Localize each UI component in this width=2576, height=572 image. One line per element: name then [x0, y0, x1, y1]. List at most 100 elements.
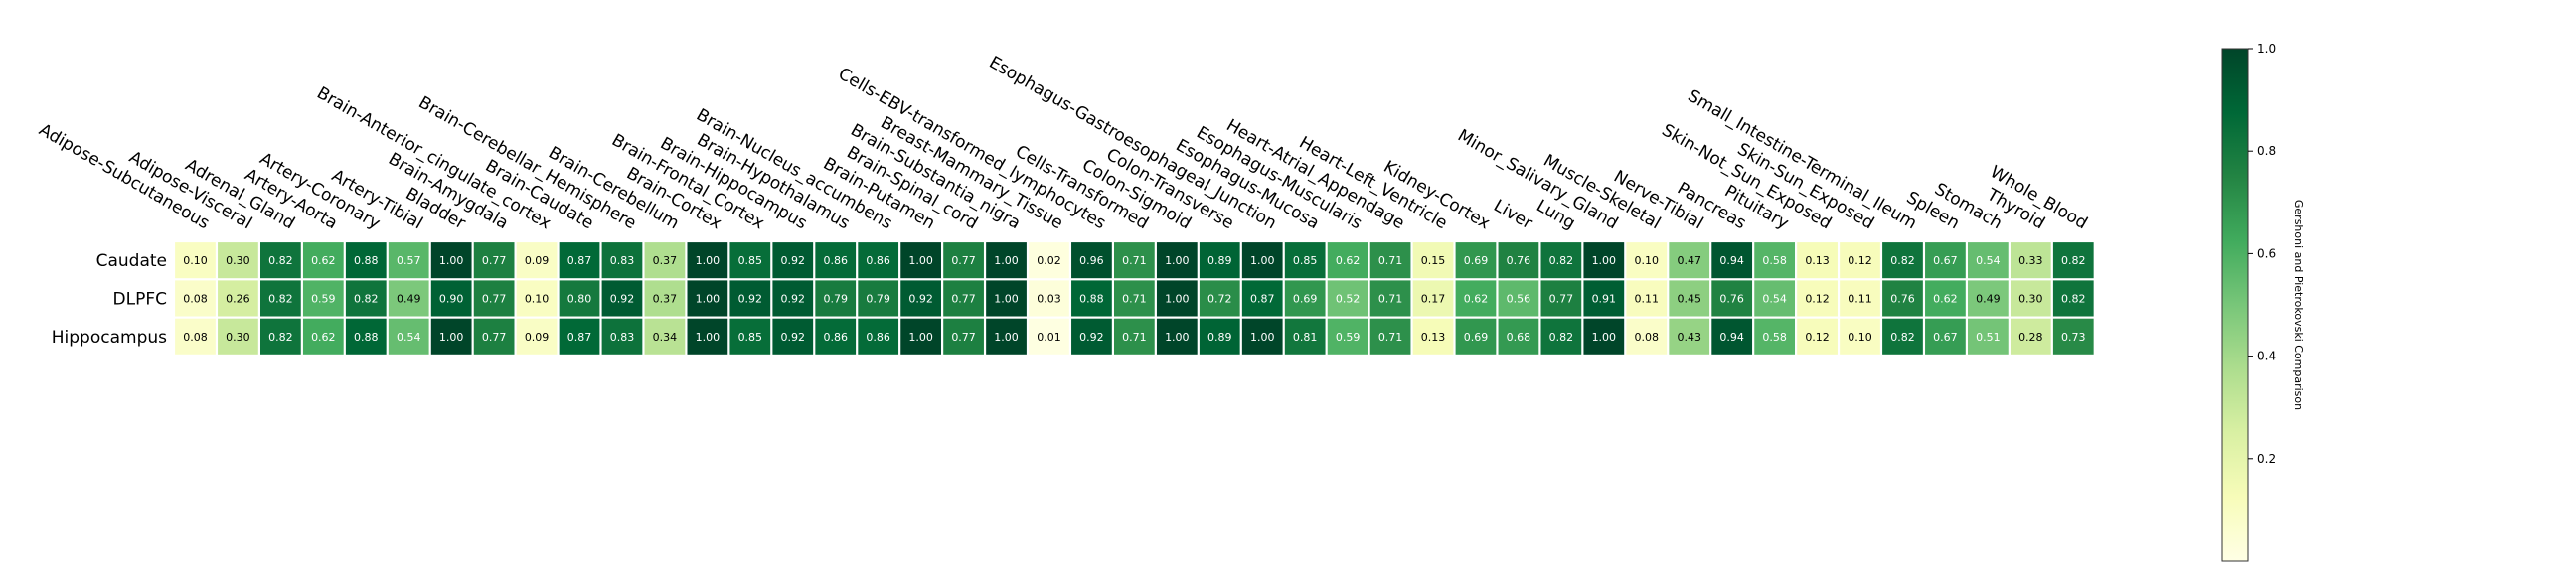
heatmap-cell: [1583, 280, 1625, 317]
heatmap-cell: [1711, 280, 1753, 317]
cell-value-label: 1.00: [439, 331, 464, 344]
cell-value-label: 0.15: [1421, 254, 1446, 267]
heatmap-cell: [1029, 242, 1069, 279]
heatmap-cell: [1114, 242, 1155, 279]
colorbar-gradient: [2221, 48, 2249, 562]
heatmap-cell: [943, 242, 984, 279]
cell-value-label: 0.62: [311, 331, 336, 344]
heatmap-cell: [1369, 242, 1411, 279]
heatmap-cell: [1412, 280, 1454, 317]
heatmap-cell: [1455, 318, 1497, 355]
cell-value-label: 0.92: [781, 292, 806, 305]
cell-value-label: 0.89: [1208, 331, 1232, 344]
cell-value-label: 0.81: [1293, 331, 1318, 344]
cell-value-label: 0.85: [738, 331, 763, 344]
cell-value-label: 0.12: [1848, 254, 1872, 267]
cell-value-label: 0.59: [311, 292, 336, 305]
cell-value-label: 0.28: [2018, 331, 2043, 344]
heatmap-cell: [1241, 318, 1283, 355]
cell-value-label: 1.00: [1250, 331, 1275, 344]
cell-value-label: 0.67: [1933, 331, 1958, 344]
heatmap-cell: [2010, 280, 2051, 317]
heatmap-cell: [430, 242, 472, 279]
heatmap-cell: [1327, 280, 1368, 317]
cell-value-label: 0.12: [1805, 292, 1830, 305]
heatmap-cell: [1925, 280, 1966, 317]
heatmap-cell: [1669, 280, 1710, 317]
cell-value-label: 0.08: [183, 331, 208, 344]
heatmap-cell: [815, 280, 857, 317]
cell-value-label: 1.00: [1165, 254, 1190, 267]
colorbar: 0.2 0.4 0.6 0.8 1.0 Gershoni and Pietrokovsk…: [2221, 42, 2305, 562]
colorbar-tick-label: 0.4: [2257, 350, 2276, 363]
cell-value-label: 0.09: [525, 254, 550, 267]
heatmap-cell: [772, 318, 814, 355]
heatmap-cell: [1412, 318, 1454, 355]
row-label: Hippocampus: [52, 328, 167, 348]
cell-value-label: 0.77: [951, 254, 976, 267]
heatmap-cell: [516, 280, 558, 317]
heatmap-cell: [644, 280, 686, 317]
cell-value-label: 0.92: [738, 292, 763, 305]
cell-value-label: 0.03: [1037, 292, 1061, 305]
heatmap-cell: [1968, 318, 2009, 355]
heatmap-cell: [516, 318, 558, 355]
heatmap-cell: [601, 318, 643, 355]
heatmap-cell: [2010, 242, 2051, 279]
cell-value-label: 0.43: [1677, 331, 1701, 344]
heatmap-cell: [175, 280, 216, 317]
heatmap-cell: [1925, 318, 1966, 355]
heatmap-cell: [1498, 280, 1539, 317]
cell-value-label: 0.82: [1890, 331, 1915, 344]
cell-value-label: 0.02: [1037, 254, 1061, 267]
cell-value-label: 0.88: [354, 254, 379, 267]
heatmap-cell: [1114, 280, 1155, 317]
heatmap-cell: [1029, 280, 1069, 317]
heatmap-cell: [260, 280, 301, 317]
cell-value-label: 0.76: [1719, 292, 1744, 305]
heatmap-cell: [1241, 242, 1283, 279]
heatmap-cell: [175, 242, 216, 279]
heatmap-cell: [430, 318, 472, 355]
heatmap-cell: [900, 242, 941, 279]
heatmap-cell: [1455, 280, 1497, 317]
cell-value-label: 0.51: [1976, 331, 2001, 344]
colorbar-tick-label: 0.6: [2257, 246, 2276, 260]
heatmap-cell: [260, 242, 301, 279]
heatmap-cell: [473, 318, 515, 355]
cell-value-label: 0.76: [1507, 254, 1531, 267]
cell-value-label: 0.83: [610, 254, 635, 267]
heatmap-cell: [473, 242, 515, 279]
heatmap-cell: [687, 318, 728, 355]
heatmap-cell: [345, 280, 387, 317]
heatmap-cell: [1029, 318, 1069, 355]
cell-value-label: 0.77: [951, 331, 976, 344]
cell-value-label: 0.92: [781, 331, 806, 344]
cell-value-label: 0.08: [183, 292, 208, 305]
cell-value-label: 0.26: [226, 292, 250, 305]
heatmap-cell: [1968, 280, 2009, 317]
heatmap-cell: [1199, 318, 1240, 355]
heatmap-cell: [729, 280, 771, 317]
cell-value-label: 0.09: [525, 331, 550, 344]
cell-value-label: 0.62: [1933, 292, 1958, 305]
cell-value-label: 0.37: [653, 292, 678, 305]
heatmap-cell: [687, 242, 728, 279]
heatmap-cell: [1882, 242, 1923, 279]
heatmap-cell: [1498, 318, 1539, 355]
cell-value-label: 0.82: [1890, 254, 1915, 267]
cell-value-label: 0.08: [1635, 331, 1660, 344]
row-label: DLPFC: [113, 289, 167, 309]
heatmap-cell: [815, 318, 857, 355]
cell-value-label: 1.00: [994, 292, 1019, 305]
cell-value-label: 0.86: [823, 331, 848, 344]
heatmap-cell: [1071, 280, 1112, 317]
cell-value-label: 0.62: [1336, 254, 1361, 267]
cell-value-label: 1.00: [994, 331, 1019, 344]
heatmap-cell: [218, 280, 258, 317]
cell-value-label: 0.71: [1378, 292, 1403, 305]
heatmap-cells: 0.10 0.30 0.82 0.62 0.88 0.57 1.00 0.77 0.09 0.87…: [175, 242, 2094, 355]
heatmap-cell: [1669, 318, 1710, 355]
cell-value-label: 0.80: [567, 292, 592, 305]
heatmap-cell: [1840, 280, 1880, 317]
